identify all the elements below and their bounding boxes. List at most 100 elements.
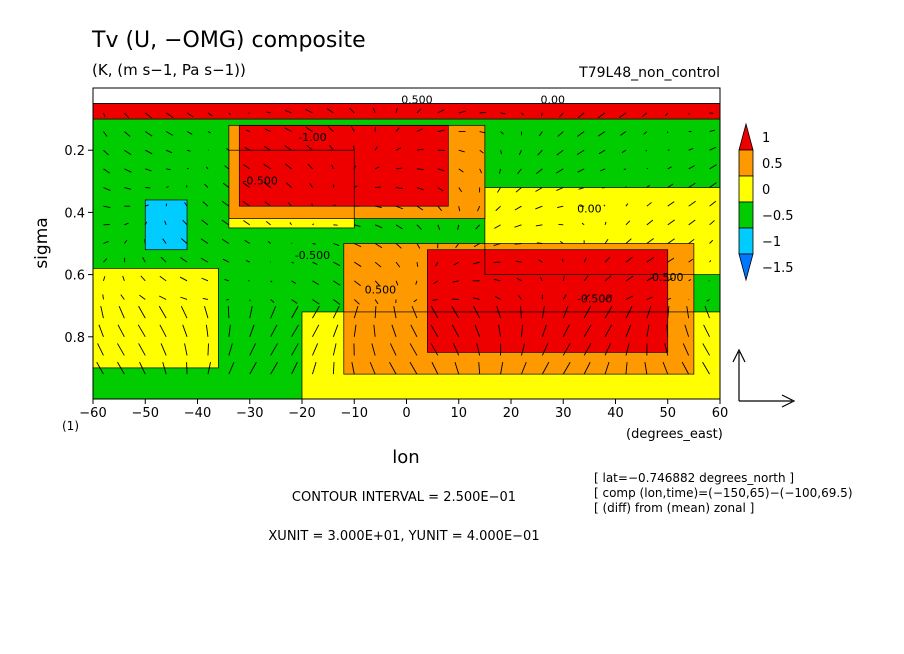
meta-line-2: [ comp (lon,time)=(−150,65)−(−100,69.5) xyxy=(594,486,853,500)
vector-272 xyxy=(479,149,484,154)
vector-440 xyxy=(709,200,717,207)
vector-449 xyxy=(702,361,710,375)
vector-111 xyxy=(243,220,251,226)
vector-377 xyxy=(621,149,627,154)
vector-388 xyxy=(625,343,630,356)
vector-64 xyxy=(186,185,188,188)
contour-label-8: 0.500 xyxy=(652,271,684,284)
shaded-field xyxy=(93,103,720,399)
vector-8 xyxy=(103,258,108,263)
vector-337 xyxy=(559,241,564,244)
colorbar-segment-3 xyxy=(738,201,754,229)
vector-355 xyxy=(583,294,590,300)
vector-168 xyxy=(331,164,334,170)
vector-343 xyxy=(562,343,571,356)
vector-103 xyxy=(228,343,233,356)
vector-404 xyxy=(644,362,648,375)
vector-264 xyxy=(452,280,459,283)
vector-180 xyxy=(349,107,355,114)
vector-146 xyxy=(291,305,299,319)
vector-333 xyxy=(556,168,564,174)
vector-154 xyxy=(309,183,313,188)
contour-line-10 xyxy=(93,103,720,120)
vector-248 xyxy=(435,261,439,267)
vector-294 xyxy=(493,278,501,282)
vector-426 xyxy=(688,219,696,226)
vector-35 xyxy=(145,204,149,207)
vector-339 xyxy=(562,276,565,281)
vector-232 xyxy=(416,243,421,249)
vector-371 xyxy=(604,305,613,319)
vector-61 xyxy=(186,131,193,135)
vector-65 xyxy=(184,202,188,207)
vector-224 xyxy=(389,361,397,375)
vector-290 xyxy=(495,205,501,212)
vector-210 xyxy=(395,108,398,113)
vector-127 xyxy=(267,241,271,244)
vector-365 xyxy=(603,204,606,207)
vector-307 xyxy=(514,243,522,245)
vector-292 xyxy=(493,243,501,246)
chart-units: (K, (m s−1, Pa s−1)) xyxy=(92,61,246,79)
vector-194 xyxy=(351,362,355,375)
vector-305 xyxy=(514,205,522,211)
vector-313 xyxy=(521,343,526,356)
vector-345 xyxy=(577,112,585,119)
vector-84 xyxy=(201,277,209,282)
vector-191 xyxy=(353,306,359,319)
vector-176 xyxy=(332,305,340,319)
vector-97 xyxy=(221,238,230,244)
vector-432 xyxy=(684,324,690,337)
vector-9 xyxy=(103,276,106,281)
vector-19 xyxy=(124,187,132,190)
meta-line-3: [ (diff) from (mean) zonal ] xyxy=(594,501,754,515)
vector-107 xyxy=(244,146,250,151)
vector-43 xyxy=(138,343,146,356)
vector-22 xyxy=(123,239,128,244)
vector-139 xyxy=(286,182,292,188)
vector-198 xyxy=(374,166,380,170)
vector-296 xyxy=(496,306,501,319)
vector-304 xyxy=(515,187,522,193)
vector-209 xyxy=(369,361,376,375)
vector-170 xyxy=(333,204,336,207)
vector-47 xyxy=(165,149,173,154)
vector-368 xyxy=(604,256,611,263)
vector-351 xyxy=(581,222,585,226)
vector-344 xyxy=(562,361,571,375)
vector-283 xyxy=(476,343,481,356)
vector-303 xyxy=(517,168,522,175)
vector-358 xyxy=(583,343,592,356)
vector-179 xyxy=(332,362,335,375)
vector-143 xyxy=(291,261,295,264)
vector-109 xyxy=(242,182,251,188)
reference-vector xyxy=(732,348,796,408)
vector-289 xyxy=(497,187,501,193)
contour-line-1 xyxy=(93,268,219,369)
vector-206 xyxy=(374,306,377,319)
vector-5 xyxy=(103,205,111,209)
vector-367 xyxy=(604,239,609,244)
vector-397 xyxy=(646,238,654,244)
vector-45 xyxy=(165,112,174,118)
vector-163 xyxy=(312,343,319,356)
vector-250 xyxy=(432,299,438,301)
vector-448 xyxy=(702,343,710,356)
contour-label-4: -0.500 xyxy=(295,249,330,262)
vector-92 xyxy=(226,148,230,151)
vector-37 xyxy=(144,239,146,244)
vector-79 xyxy=(204,183,209,188)
vector-326 xyxy=(541,306,545,319)
vector-36 xyxy=(144,221,148,226)
vector-280 xyxy=(472,297,480,300)
vector-445 xyxy=(706,299,710,302)
vector-38 xyxy=(142,257,146,263)
vector-134 xyxy=(270,361,278,375)
contour-label-5: 0.500 xyxy=(365,283,397,296)
vector-62 xyxy=(186,149,191,152)
vector-66 xyxy=(182,219,188,226)
vector-324 xyxy=(539,276,543,282)
vector-18 xyxy=(124,168,132,173)
vector-133 xyxy=(270,343,278,356)
vector-354 xyxy=(583,275,589,282)
